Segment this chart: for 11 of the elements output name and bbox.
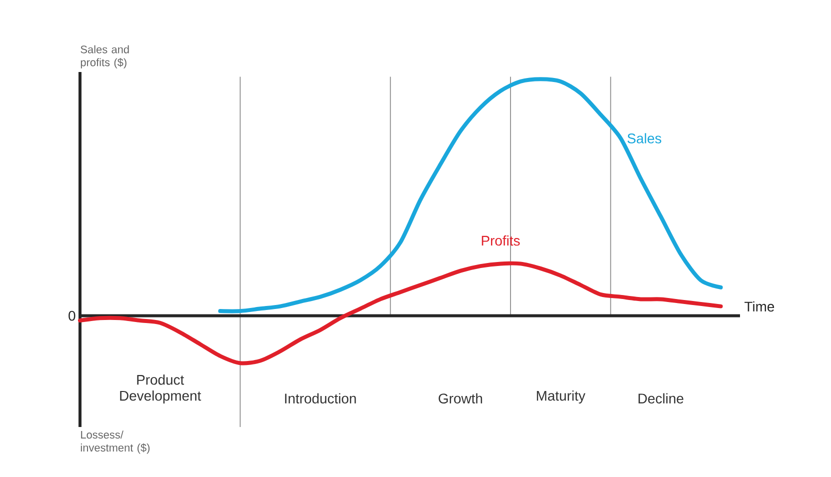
- x-tick-label: Growth: [438, 393, 482, 404]
- x-tick-label: Decline: [638, 393, 684, 404]
- series-label: Sales: [628, 133, 662, 144]
- text: Lossess/ investment ($): [80, 430, 150, 454]
- series-label: Profits: [482, 235, 520, 246]
- x-tick-label: Maturity: [536, 390, 586, 404]
- text: 0: [68, 310, 76, 321]
- x-axis-title: Time: [744, 301, 774, 312]
- x-tick-label: Introduction: [285, 393, 356, 404]
- y-axis-title: Sales and profits ($): [80, 45, 129, 68]
- x-tick-label: Product Development: [120, 374, 202, 404]
